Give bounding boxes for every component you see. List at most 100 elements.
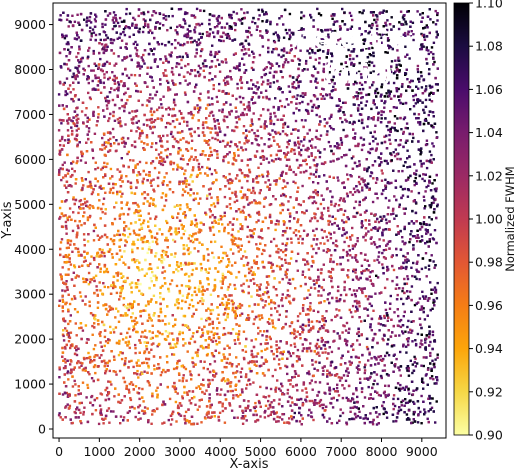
data-point [186,55,189,58]
data-point [294,87,298,90]
data-point [100,235,104,238]
data-point [244,414,247,418]
data-point [425,85,428,88]
data-point [362,180,365,184]
data-point [228,27,231,30]
data-point [222,303,225,306]
data-point [59,144,62,147]
data-point [99,341,102,344]
data-point [304,263,307,266]
data-point [392,268,396,272]
data-point [377,251,381,254]
data-point [404,126,407,130]
data-point [267,399,270,403]
data-point [63,37,67,40]
data-point [379,95,382,98]
data-point [305,209,308,212]
data-point [128,360,131,363]
data-point [337,157,340,160]
data-point [424,205,427,208]
data-point [177,269,180,273]
data-point [243,142,246,145]
data-point [98,281,101,284]
data-point [234,177,238,180]
data-point [159,296,162,299]
data-point [215,372,218,375]
data-point [381,172,384,175]
data-point [223,211,226,214]
data-point [278,313,281,317]
data-point [348,249,351,252]
data-point [318,320,321,324]
data-point [242,45,245,48]
data-point [393,195,396,198]
data-point [235,121,239,124]
data-point [176,33,179,36]
data-point [309,302,312,305]
data-point [131,248,134,251]
data-point [84,113,87,117]
data-point [316,268,320,271]
data-point [275,354,279,358]
data-point [348,148,351,152]
data-point [396,49,399,52]
data-point [399,350,402,354]
data-point [318,354,321,357]
data-point [324,319,327,323]
data-point [402,315,405,318]
data-point [100,168,103,171]
data-point [255,138,258,142]
data-point [71,250,74,253]
data-point [75,129,78,132]
data-point [154,11,158,15]
data-point [355,54,359,58]
data-point [111,98,115,102]
data-point [73,122,76,126]
data-point [202,288,205,291]
data-point [319,134,323,137]
data-point [315,320,319,323]
data-point [356,239,359,243]
data-point [402,117,406,121]
data-point [132,365,135,369]
data-point [240,375,243,378]
data-point [385,80,388,83]
data-point [109,410,113,413]
data-point [331,223,334,226]
data-point [345,396,348,400]
data-point [142,123,146,126]
data-point [322,403,325,406]
data-point [383,316,386,320]
data-point [91,205,94,208]
data-point [172,353,176,356]
data-point [153,125,156,129]
data-point [118,122,122,125]
data-point [86,383,89,387]
data-point [202,256,206,260]
data-point [194,26,197,29]
data-point [319,301,322,304]
data-point [217,126,221,129]
data-point [124,263,127,266]
data-point [121,105,124,108]
data-point [398,267,401,270]
data-point [422,364,425,368]
data-point [307,414,310,417]
data-point [322,416,326,419]
data-point [237,154,240,157]
data-point [109,380,112,384]
data-point [138,31,141,34]
data-point [377,116,380,119]
data-point [64,366,67,370]
data-point [171,79,174,82]
data-point [404,401,408,405]
data-point [197,250,200,253]
data-point [429,110,432,113]
data-point [169,122,172,126]
data-point [261,299,264,302]
data-point [321,94,325,98]
data-point [392,407,395,411]
data-point [361,189,364,192]
data-point [255,360,258,363]
data-point [230,13,233,17]
